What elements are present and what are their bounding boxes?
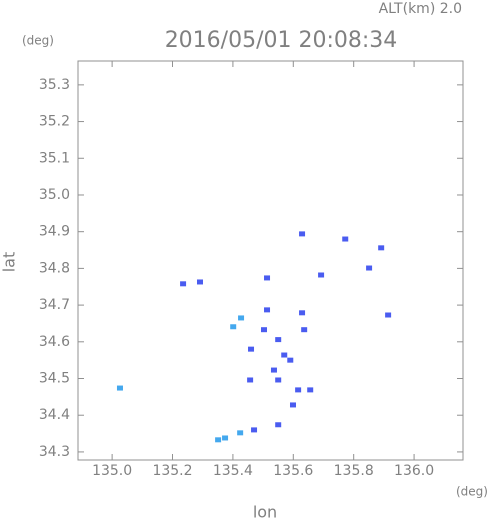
- x-tick-label: 135.6: [273, 463, 313, 479]
- x-unit: (deg): [456, 485, 488, 499]
- echo-point: [270, 367, 277, 373]
- chart-title: 2016/05/01 20:08:34: [165, 28, 398, 53]
- echo-point: [385, 312, 392, 318]
- echo-point: [275, 337, 282, 343]
- x-tick-label: 135.0: [92, 463, 132, 479]
- echo-point: [275, 377, 282, 383]
- altitude-label: ALT(km) 2.0: [379, 1, 462, 17]
- echo-point: [318, 272, 325, 278]
- x-tick-label: 135.8: [334, 463, 374, 479]
- echo-point: [275, 422, 282, 428]
- echo-point: [378, 245, 385, 251]
- echo-point: [299, 310, 306, 316]
- y-tick-label: 34.5: [39, 371, 70, 387]
- echo-point: [299, 231, 306, 237]
- echo-point: [251, 427, 258, 433]
- y-axis-label: lat: [0, 252, 19, 273]
- echo-point: [261, 327, 268, 333]
- echo-point: [180, 281, 187, 287]
- echo-point: [295, 387, 302, 393]
- echo-point: [289, 402, 296, 408]
- y-tick-label: 34.8: [39, 260, 70, 276]
- echo-point: [196, 279, 203, 285]
- y-tick-label: 35.1: [39, 150, 70, 166]
- echo-point: [247, 377, 254, 383]
- echo-point: [281, 352, 288, 358]
- x-tick-label: 136.0: [394, 463, 434, 479]
- x-tick-label: 135.2: [152, 463, 192, 479]
- echo-point: [222, 435, 229, 441]
- x-axis-label: lon: [253, 503, 277, 521]
- x-tick-label: 135.4: [213, 463, 253, 479]
- y-tick-label: 34.3: [39, 444, 70, 460]
- echo-point: [342, 236, 349, 242]
- echo-point: [366, 265, 373, 271]
- echo-point: [116, 385, 123, 391]
- echo-point: [237, 430, 244, 436]
- y-tick-label: 34.6: [39, 334, 70, 350]
- echo-point: [287, 357, 294, 363]
- echo-point: [301, 327, 308, 333]
- y-tick-label: 35.3: [39, 77, 70, 93]
- echo-point: [230, 324, 237, 330]
- echo-point: [215, 437, 222, 443]
- y-unit: (deg): [22, 34, 54, 48]
- y-tick-label: 34.7: [39, 297, 70, 313]
- echo-point: [238, 315, 245, 321]
- y-tick-label: 35.0: [39, 187, 70, 203]
- plot-frame: [77, 60, 464, 461]
- echo-point: [264, 275, 271, 281]
- echo-point: [307, 387, 314, 393]
- y-tick-label: 34.4: [39, 407, 70, 423]
- echo-point: [248, 346, 255, 352]
- y-tick-label: 34.9: [39, 224, 70, 240]
- y-tick-label: 35.2: [39, 114, 70, 130]
- echo-point: [264, 307, 271, 313]
